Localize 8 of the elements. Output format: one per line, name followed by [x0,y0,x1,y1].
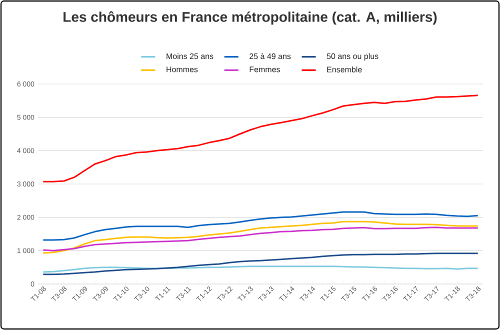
legend-label: Ensemble [327,66,362,72]
legend-label: 50 ans ou plus [326,53,378,61]
legend-label: Hommes [166,66,198,72]
legend-label: 25 à 49 ans [250,53,291,60]
legend-label: Moins 25 ans [166,53,214,60]
line-series [42,94,479,182]
legend-label: Femmes [250,66,280,72]
chart-title: Les chômeurs en France métropolitaine (cat. A, milliers) [64,11,437,25]
